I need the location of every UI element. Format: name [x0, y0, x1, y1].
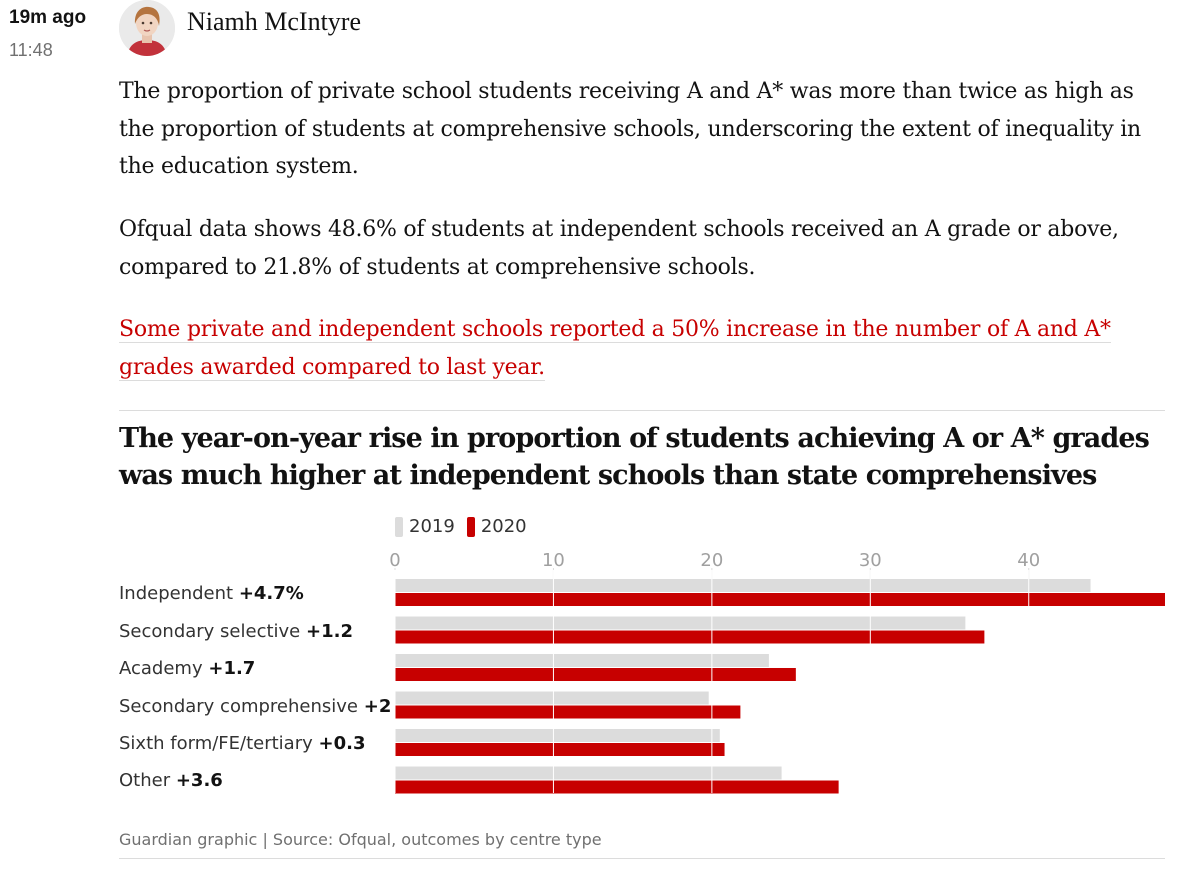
x-tick-label: 40	[1017, 550, 1040, 571]
x-tick-label: 10	[542, 550, 565, 571]
row-label-secondary-selective: Secondary selective +1.2	[119, 621, 353, 642]
row-label-sixth-form: Sixth form/FE/tertiary +0.3	[119, 733, 365, 754]
legend-item-2020: 2020	[466, 516, 527, 537]
row-change: +4.7%	[238, 583, 304, 604]
x-tick-label: 20	[700, 550, 723, 571]
divider-top	[119, 410, 1165, 411]
bar-2020-secondary-comprehensive	[395, 705, 741, 719]
bar-2019-secondary-comprehensive	[395, 691, 709, 705]
chart-title: The year-on-year rise in proportion of s…	[119, 423, 1150, 491]
row-change: +1.2	[306, 621, 353, 642]
paragraph-1: The proportion of private school student…	[119, 79, 1141, 179]
chart-source: Guardian graphic | Source: Ofqual, outco…	[119, 830, 602, 849]
bar-2020-secondary-selective	[395, 630, 985, 644]
row-change: +1.7	[208, 658, 256, 679]
timestamp-time: 11:48	[9, 40, 53, 60]
bar-2020-other	[395, 780, 839, 794]
x-tick-label: 30	[859, 550, 882, 571]
row-name: Secondary selective	[119, 621, 301, 642]
bar-2019-academy	[395, 654, 769, 667]
legend-swatch-2020	[466, 516, 475, 537]
row-change: +3.6	[175, 770, 223, 791]
paragraph-3: Some private and independent schools rep…	[119, 311, 1169, 386]
row-name: Secondary comprehensive	[119, 696, 358, 717]
row-label-academy: Academy +1.7	[119, 658, 255, 679]
legend-item-2019: 2019	[395, 516, 455, 537]
bar-2019-other	[395, 766, 782, 780]
row-label-independent: Independent +4.7%	[119, 583, 304, 604]
author-avatar	[119, 0, 175, 56]
row-change: +0.3	[318, 733, 366, 754]
row-name: Other	[119, 770, 171, 791]
legend-label-2020: 2020	[480, 516, 527, 537]
x-tick-label: 0	[389, 550, 400, 571]
row-name: Independent	[119, 583, 234, 604]
bar-2020-sixth-form-fe-tertiary	[395, 743, 725, 756]
article-link[interactable]: Some private and independent schools rep…	[119, 317, 1111, 381]
author-name[interactable]: Niamh McIntyre	[187, 7, 362, 36]
bar-2019-independent	[395, 579, 1091, 592]
row-label-other: Other +3.6	[119, 770, 223, 791]
legend-label-2019: 2019	[409, 516, 455, 537]
legend-swatch-2019	[395, 516, 403, 537]
divider-bottom	[119, 858, 1165, 859]
bar-2020-independent	[395, 593, 1165, 606]
row-name: Sixth form/FE/tertiary	[119, 733, 313, 754]
timestamp-relative[interactable]: 19m ago	[9, 7, 87, 28]
row-label-secondary-comprehensive: Secondary comprehensive +2	[119, 696, 391, 717]
bar-2020-academy	[395, 668, 796, 681]
row-change: +2	[363, 696, 392, 717]
paragraph-2: Ofqual data shows 48.6% of students at i…	[119, 217, 1119, 280]
bar-2019-sixth-form-fe-tertiary	[395, 729, 720, 742]
bar-2019-secondary-selective	[395, 616, 966, 630]
chart-legend: 2019 2020	[395, 516, 539, 537]
row-name: Academy	[119, 658, 203, 679]
